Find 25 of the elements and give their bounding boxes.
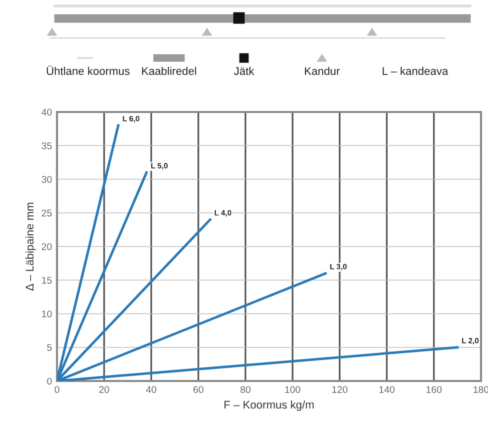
y-tick-label: 5 bbox=[47, 344, 52, 351]
y-tick-label: 20 bbox=[42, 243, 52, 250]
x-tick-label: 40 bbox=[146, 386, 156, 393]
x-tick-label: 80 bbox=[240, 386, 250, 393]
y-tick-label: 35 bbox=[42, 142, 52, 150]
x-tick-label: 20 bbox=[99, 386, 110, 393]
x-tick-label: 120 bbox=[332, 386, 348, 393]
x-tick-label: 140 bbox=[379, 386, 395, 393]
y-tick-label: 40 bbox=[42, 108, 52, 116]
y-tick-label: 25 bbox=[42, 210, 52, 216]
y-tick-label: 30 bbox=[42, 176, 52, 183]
x-axis-title: F – Koormus kg/m bbox=[224, 400, 314, 411]
y-tick-label: 15 bbox=[42, 276, 52, 284]
y-tick-label: 10 bbox=[42, 310, 52, 318]
x-tick-label: 160 bbox=[426, 386, 442, 393]
text: Jätk bbox=[234, 66, 254, 75]
text: L – kandeava bbox=[382, 66, 448, 75]
x-tick-label: 100 bbox=[285, 386, 300, 393]
x-tick-label: 0 bbox=[54, 386, 60, 393]
x-tick-label: 60 bbox=[193, 386, 204, 393]
text: Kaabliredel bbox=[142, 66, 196, 75]
y-axis-title: Δ – Läbipaine mm bbox=[25, 202, 36, 291]
text: Kandur bbox=[305, 66, 340, 75]
y-tick-label: 0 bbox=[47, 378, 52, 385]
text: Ühtlane koormus bbox=[46, 66, 130, 75]
